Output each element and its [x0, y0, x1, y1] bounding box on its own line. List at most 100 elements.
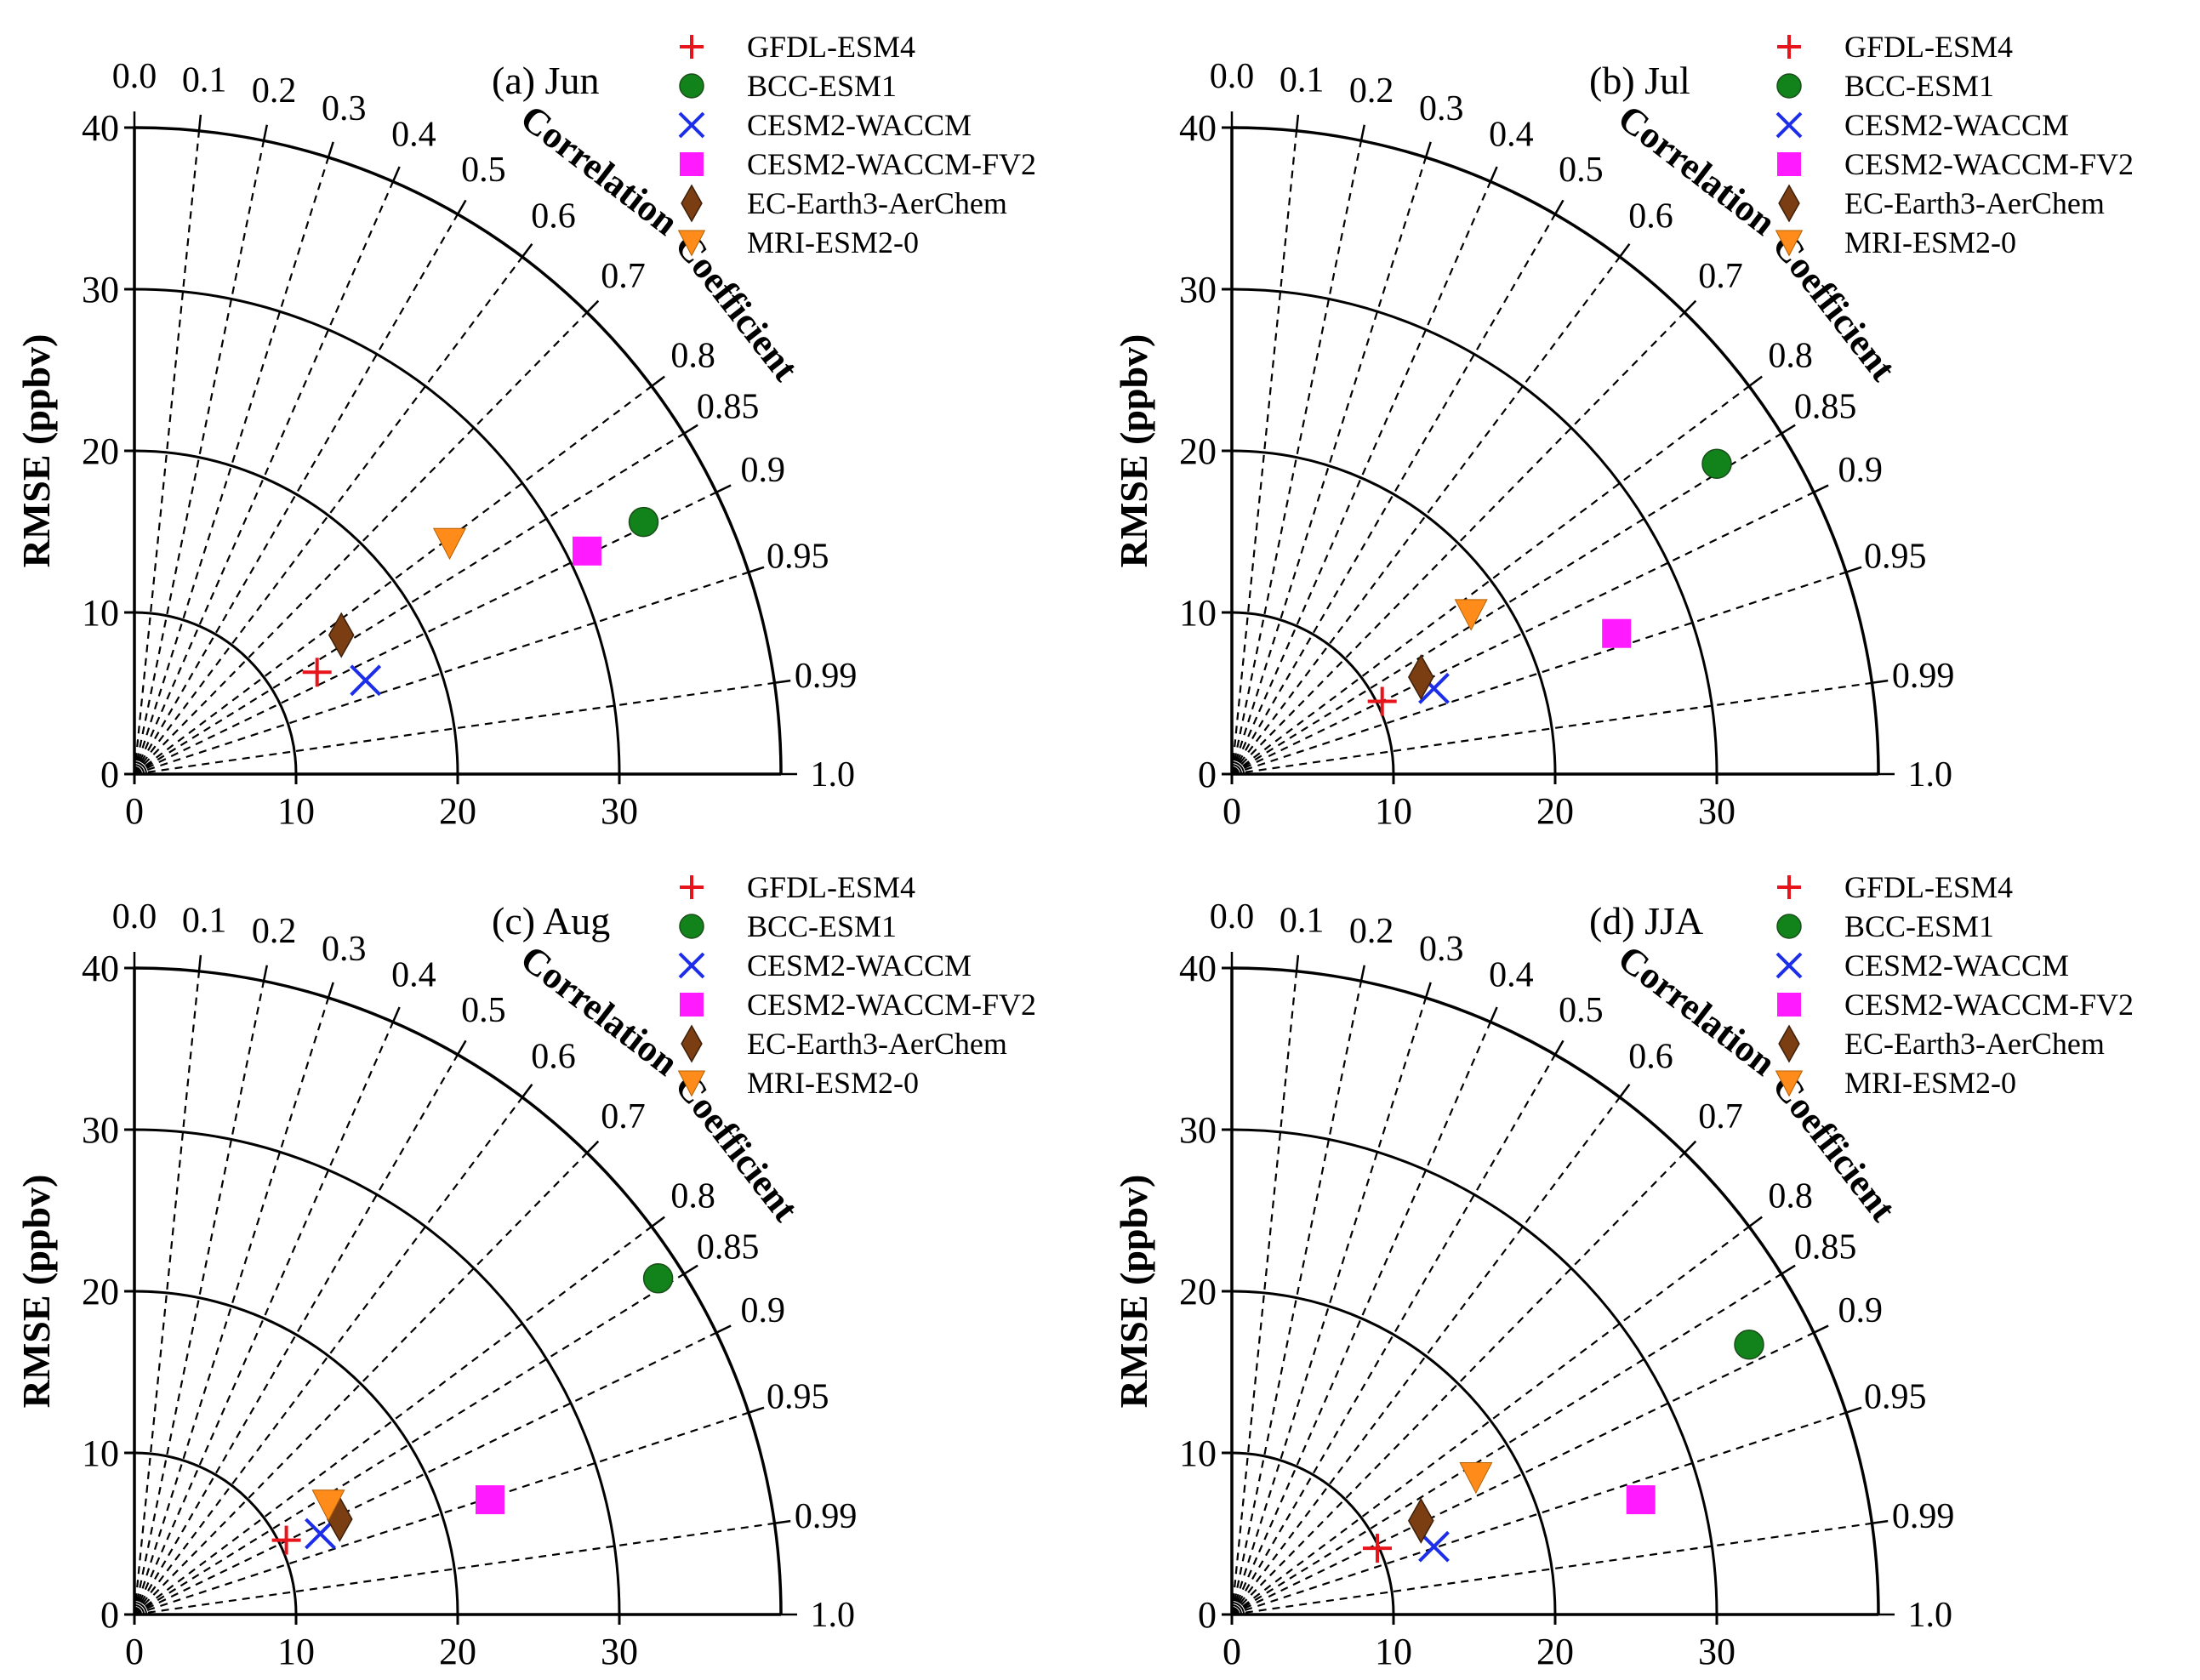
data-point [1734, 1329, 1764, 1360]
correlation-tick-label: 0.0 [112, 57, 157, 96]
correlation-tick [1813, 1324, 1829, 1334]
correlation-tick [715, 1324, 732, 1334]
correlation-tick-label: 0.99 [1892, 657, 1955, 696]
legend: GFDL-ESM4 BCC-ESM1 CESM2-WACCM CESM2-WACCM-… [677, 870, 1036, 1100]
x-tick-label: 20 [439, 1631, 476, 1672]
legend-label: GFDL-ESM4 [1844, 30, 2013, 64]
correlation-tick-label: 0.8 [1768, 337, 1813, 376]
correlation-tick-label: 0.7 [1698, 1097, 1743, 1136]
data-point [1626, 1485, 1656, 1515]
correlation-tick [456, 199, 467, 215]
legend-label: CESM2-WACCM [747, 948, 972, 982]
legend-marker [1775, 1070, 1804, 1097]
correlation-tick [683, 424, 698, 435]
legend-label: BCC-ESM1 [747, 69, 897, 103]
x-tick-label: 10 [1375, 1631, 1412, 1672]
legend-label: MRI-ESM2-0 [747, 1066, 919, 1100]
x-tick-label: 10 [277, 1631, 315, 1672]
rmse-arc [1231, 1451, 1395, 1615]
legend-label: GFDL-ESM4 [747, 30, 915, 64]
correlation-tick-label: 0.5 [1559, 151, 1604, 190]
correlation-tick [1619, 1084, 1631, 1098]
rmse-arc [134, 1290, 459, 1615]
y-tick-label: 40 [1179, 948, 1217, 989]
y-axis-label: RMSE (ppbv) [1112, 334, 1155, 568]
data-point [1407, 653, 1434, 701]
correlation-tick-label: 0.85 [697, 1228, 760, 1267]
y-axis-label: RMSE (ppbv) [1112, 1175, 1155, 1409]
correlation-tick-label: 0.6 [531, 1037, 576, 1076]
correlation-tick-label: 0.7 [1698, 257, 1743, 296]
correlation-tick [774, 679, 791, 685]
correlation-tick-label: 0.4 [1489, 956, 1534, 995]
correlation-tick-label: 0.0 [1210, 897, 1255, 937]
correlation-tick-label: 0.5 [461, 991, 506, 1030]
x-tick-label: 20 [1536, 790, 1574, 832]
correlation-tick-label: 0.8 [670, 337, 715, 376]
rmse-arc [1231, 288, 1718, 775]
correlation-tick-label: 0.5 [1559, 991, 1604, 1030]
correlation-tick-label: 0.2 [1349, 71, 1394, 111]
panel-title: (a) Jun [492, 59, 599, 102]
correlation-tick-label: 0.99 [795, 657, 858, 696]
y-tick-label: 20 [82, 430, 119, 472]
correlation-tick [1424, 141, 1432, 158]
legend-marker [1778, 184, 1800, 223]
legend-label: CESM2-WACCM-FV2 [1844, 988, 2134, 1022]
x-tick-label: 30 [1698, 790, 1735, 832]
x-tick-label: 20 [1536, 1631, 1574, 1672]
legend-marker [681, 184, 703, 223]
correlation-tick [748, 1406, 765, 1414]
legend-marker [1775, 230, 1804, 257]
y-tick-label: 0 [1198, 1594, 1217, 1636]
origin-ring [1231, 761, 1245, 775]
correlation-tick [327, 982, 334, 999]
correlation-tick [715, 484, 732, 493]
correlation-tick-label: 0.7 [601, 1097, 646, 1136]
legend-marker [680, 875, 704, 899]
y-tick-label: 0 [100, 754, 119, 795]
legend-marker [1777, 875, 1801, 899]
correlation-tick [1748, 375, 1763, 387]
data-point [1701, 448, 1732, 479]
legend-label: MRI-ESM2-0 [1844, 1066, 2016, 1100]
data-point [1454, 599, 1488, 631]
correlation-tick-label: 0.2 [252, 71, 297, 111]
correlation-tick-label: 0.1 [182, 60, 227, 100]
y-tick-label: 30 [1179, 1109, 1217, 1151]
rmse-arc [1231, 1128, 1718, 1615]
correlation-tick-label: 0.1 [1280, 901, 1325, 940]
legend-label: CESM2-WACCM-FV2 [1844, 147, 2134, 181]
correlation-tick-label: 0.3 [1419, 89, 1464, 128]
correlation-tick-label: 0.95 [767, 1378, 829, 1417]
x-tick-label: 30 [601, 1631, 638, 1672]
data-point [1602, 618, 1632, 648]
correlation-tick-label: 0.5 [461, 151, 506, 190]
correlation-tick [1489, 166, 1498, 182]
legend-label: CESM2-WACCM [747, 108, 972, 142]
legend: GFDL-ESM4 BCC-ESM1 CESM2-WACCM CESM2-WACCM-… [1775, 30, 2134, 259]
correlation-tick-label: 0.4 [1489, 116, 1534, 155]
correlation-tick-label: 0.0 [1210, 57, 1255, 96]
x-tick-label: 0 [125, 790, 144, 832]
correlation-tick [1781, 1264, 1796, 1275]
correlation-tick-label: 0.85 [1794, 388, 1857, 427]
y-tick-label: 30 [82, 1109, 119, 1151]
y-tick-label: 30 [1179, 269, 1217, 310]
legend-label: MRI-ESM2-0 [1844, 225, 2016, 259]
origin-ring [134, 1602, 147, 1615]
correlation-tick [1619, 243, 1631, 258]
data-point [1407, 1497, 1434, 1544]
y-tick-label: 10 [1179, 592, 1217, 634]
panel-title: (b) Jul [1589, 59, 1690, 102]
correlation-tick [197, 954, 202, 971]
legend-marker [678, 952, 705, 979]
correlation-tick-label: 0.99 [795, 1497, 858, 1536]
legend-label: GFDL-ESM4 [1844, 870, 2013, 904]
correlation-tick-label: 0.9 [1838, 451, 1883, 490]
correlation-tick [522, 243, 533, 258]
correlation-tick-label: 0.95 [767, 538, 829, 577]
correlation-tick [748, 566, 765, 573]
legend-label: BCC-ESM1 [1844, 909, 1994, 943]
legend-label: EC-Earth3-AerChem [1844, 1027, 2105, 1061]
